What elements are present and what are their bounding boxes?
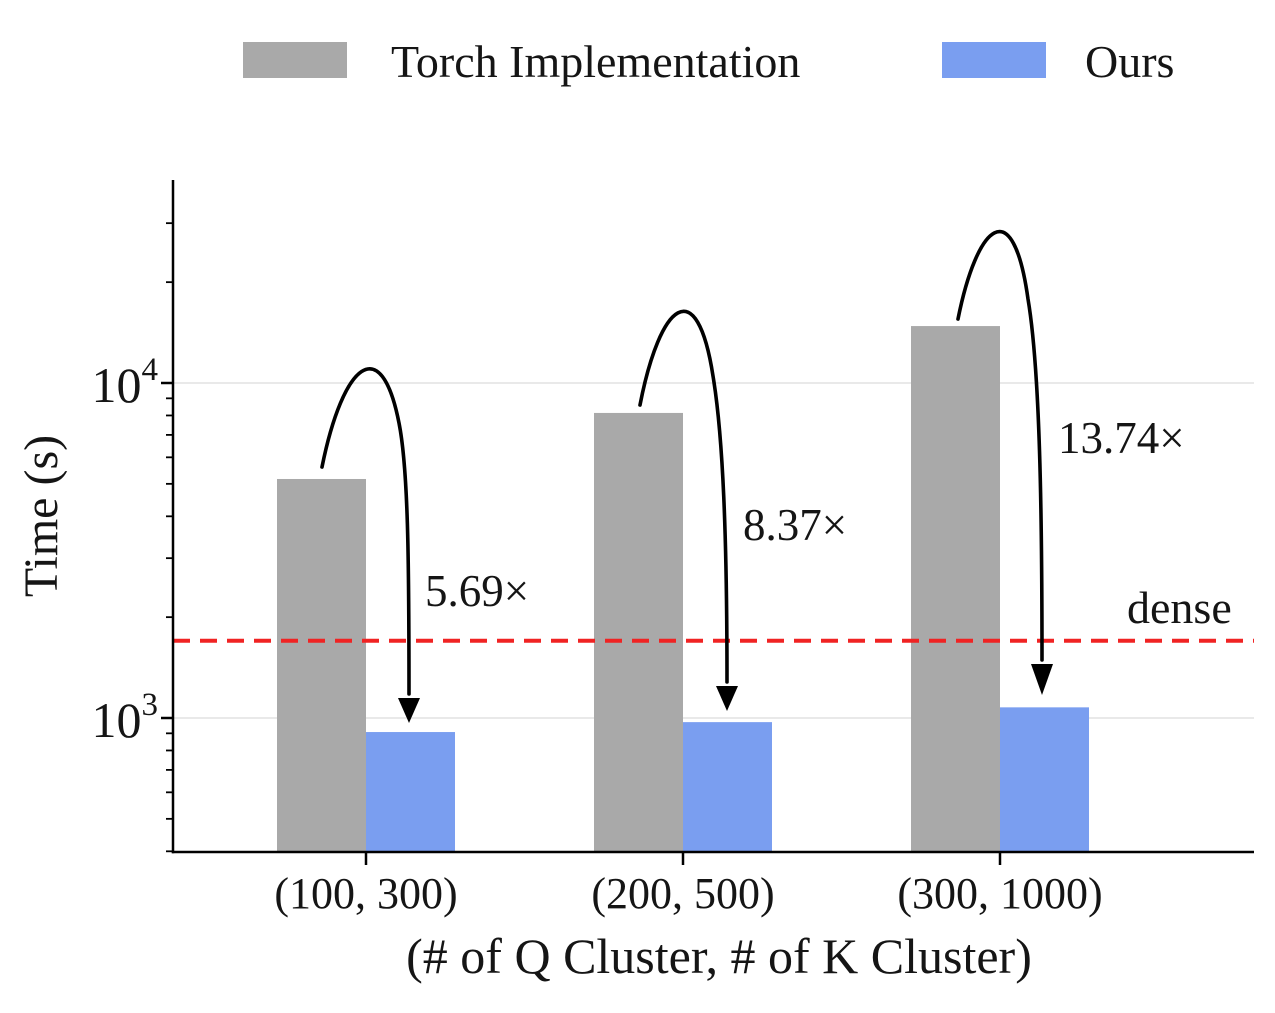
- legend-label-ours: Ours: [1085, 36, 1174, 87]
- legend-swatch-ours: [942, 42, 1046, 78]
- y-tick-label-10e3: 103: [92, 687, 159, 748]
- speedup-arrow-0: [320, 367, 411, 696]
- speedup-arrowhead-0: [398, 698, 420, 723]
- x-tick-label-2: (300, 1000): [897, 869, 1102, 918]
- bar-torch-2: [911, 326, 1000, 852]
- speedup-arrowhead-2: [1031, 664, 1053, 695]
- x-tick-label-1: (200, 500): [591, 869, 774, 918]
- y-tick-label-10e4: 104: [92, 352, 159, 413]
- y-minor-ticks: [166, 222, 173, 853]
- bar-ours-1: [683, 722, 772, 852]
- speedup-arrows: [320, 229, 1053, 723]
- speedup-arrow-1: [638, 309, 729, 684]
- legend-swatch-torch: [243, 42, 347, 78]
- bar-ours-0: [366, 732, 455, 852]
- speedup-label-1: 8.37×: [743, 500, 847, 550]
- x-tick-label-0: (100, 300): [274, 869, 457, 918]
- speedup-label-0: 5.69×: [425, 566, 529, 616]
- bars: [277, 326, 1089, 852]
- speedup-label-2: 13.74×: [1058, 413, 1185, 463]
- bar-torch-1: [594, 412, 683, 852]
- legend-label-torch: Torch Implementation: [391, 36, 800, 87]
- speedup-arrow-2: [956, 229, 1044, 662]
- x-axis-title: (# of Q Cluster, # of K Cluster): [406, 928, 1032, 984]
- speedup-arrowhead-1: [716, 686, 738, 711]
- y-major-ticks: [161, 381, 173, 720]
- dense-line-label: dense: [1127, 582, 1232, 633]
- x-ticks: [364, 852, 1002, 865]
- bar-torch-0: [277, 478, 366, 852]
- legend: Torch Implementation Ours: [243, 36, 1174, 87]
- y-axis-title: Time (s): [15, 435, 68, 597]
- bar-ours-2: [1000, 707, 1089, 852]
